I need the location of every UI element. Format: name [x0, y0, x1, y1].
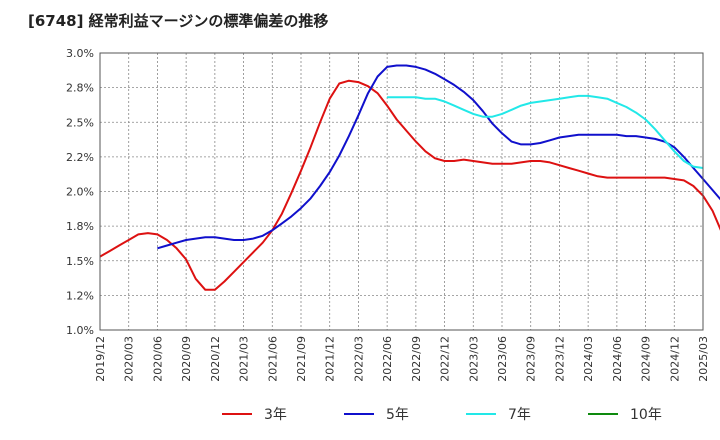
y-tick-label: 2.8%: [66, 82, 94, 95]
x-tick-label: 2023/06: [496, 336, 509, 382]
x-tick-label: 2019/12: [94, 336, 107, 382]
y-tick-label: 3.0%: [66, 47, 94, 60]
x-tick-label: 2022/12: [439, 336, 452, 382]
x-tick-label: 2021/12: [324, 336, 337, 382]
x-tick-label: 2024/03: [582, 336, 595, 382]
series-line-2: [157, 64, 720, 250]
legend-label: 5年: [386, 407, 409, 423]
y-tick-label: 1.2%: [66, 289, 94, 302]
x-tick-label: 2023/12: [553, 336, 566, 382]
x-axis-ticks: 2019/12 2020/03 2020/06 2020/09 2020/12 2021/…: [94, 336, 710, 382]
x-tick-label: 2021/06: [266, 336, 279, 382]
series-line-1: [99, 79, 720, 291]
x-tick-label: 2022/03: [352, 336, 365, 382]
series-layer: [99, 64, 720, 291]
x-tick-label: 2022/06: [381, 336, 394, 382]
y-tick-label: 2.0%: [66, 186, 94, 199]
legend-label: 7年: [508, 407, 531, 423]
x-tick-label: 2020/12: [209, 336, 222, 382]
series-line-3: [387, 94, 704, 169]
y-tick-label: 1.0%: [66, 324, 94, 337]
legend-label: 3年: [264, 407, 287, 423]
x-tick-label: 2020/09: [180, 336, 193, 382]
x-tick-label: 2023/03: [467, 336, 480, 382]
y-tick-label: 2.5%: [66, 116, 94, 129]
legend-label: 10年: [630, 407, 662, 423]
y-axis-ticks: 1.0% 1.2% 1.5% 1.8% 2.0% 2.2% 2.5% 2.8% 3.0%: [66, 47, 94, 337]
grid-layer: [99, 52, 704, 331]
legend: 3年 5年 7年 10年: [222, 407, 662, 423]
chart-title: [6748] 経常利益マージンの標準偏差の推移: [28, 12, 329, 30]
x-tick-label: 2024/06: [611, 336, 624, 382]
y-tick-label: 1.5%: [66, 255, 94, 268]
x-tick-label: 2022/09: [410, 336, 423, 382]
x-tick-label: 2025/03: [697, 336, 710, 382]
plot-frame: [99, 52, 704, 331]
x-tick-label: 2021/03: [238, 336, 251, 382]
y-tick-label: 1.8%: [66, 220, 94, 233]
x-tick-label: 2024/09: [640, 336, 653, 382]
x-tick-label: 2023/09: [525, 336, 538, 382]
x-tick-label: 2020/03: [123, 336, 136, 382]
x-tick-label: 2024/12: [668, 336, 681, 382]
x-tick-label: 2021/09: [295, 336, 308, 382]
x-tick-label: 2020/06: [151, 336, 164, 382]
y-tick-label: 2.2%: [66, 151, 94, 164]
